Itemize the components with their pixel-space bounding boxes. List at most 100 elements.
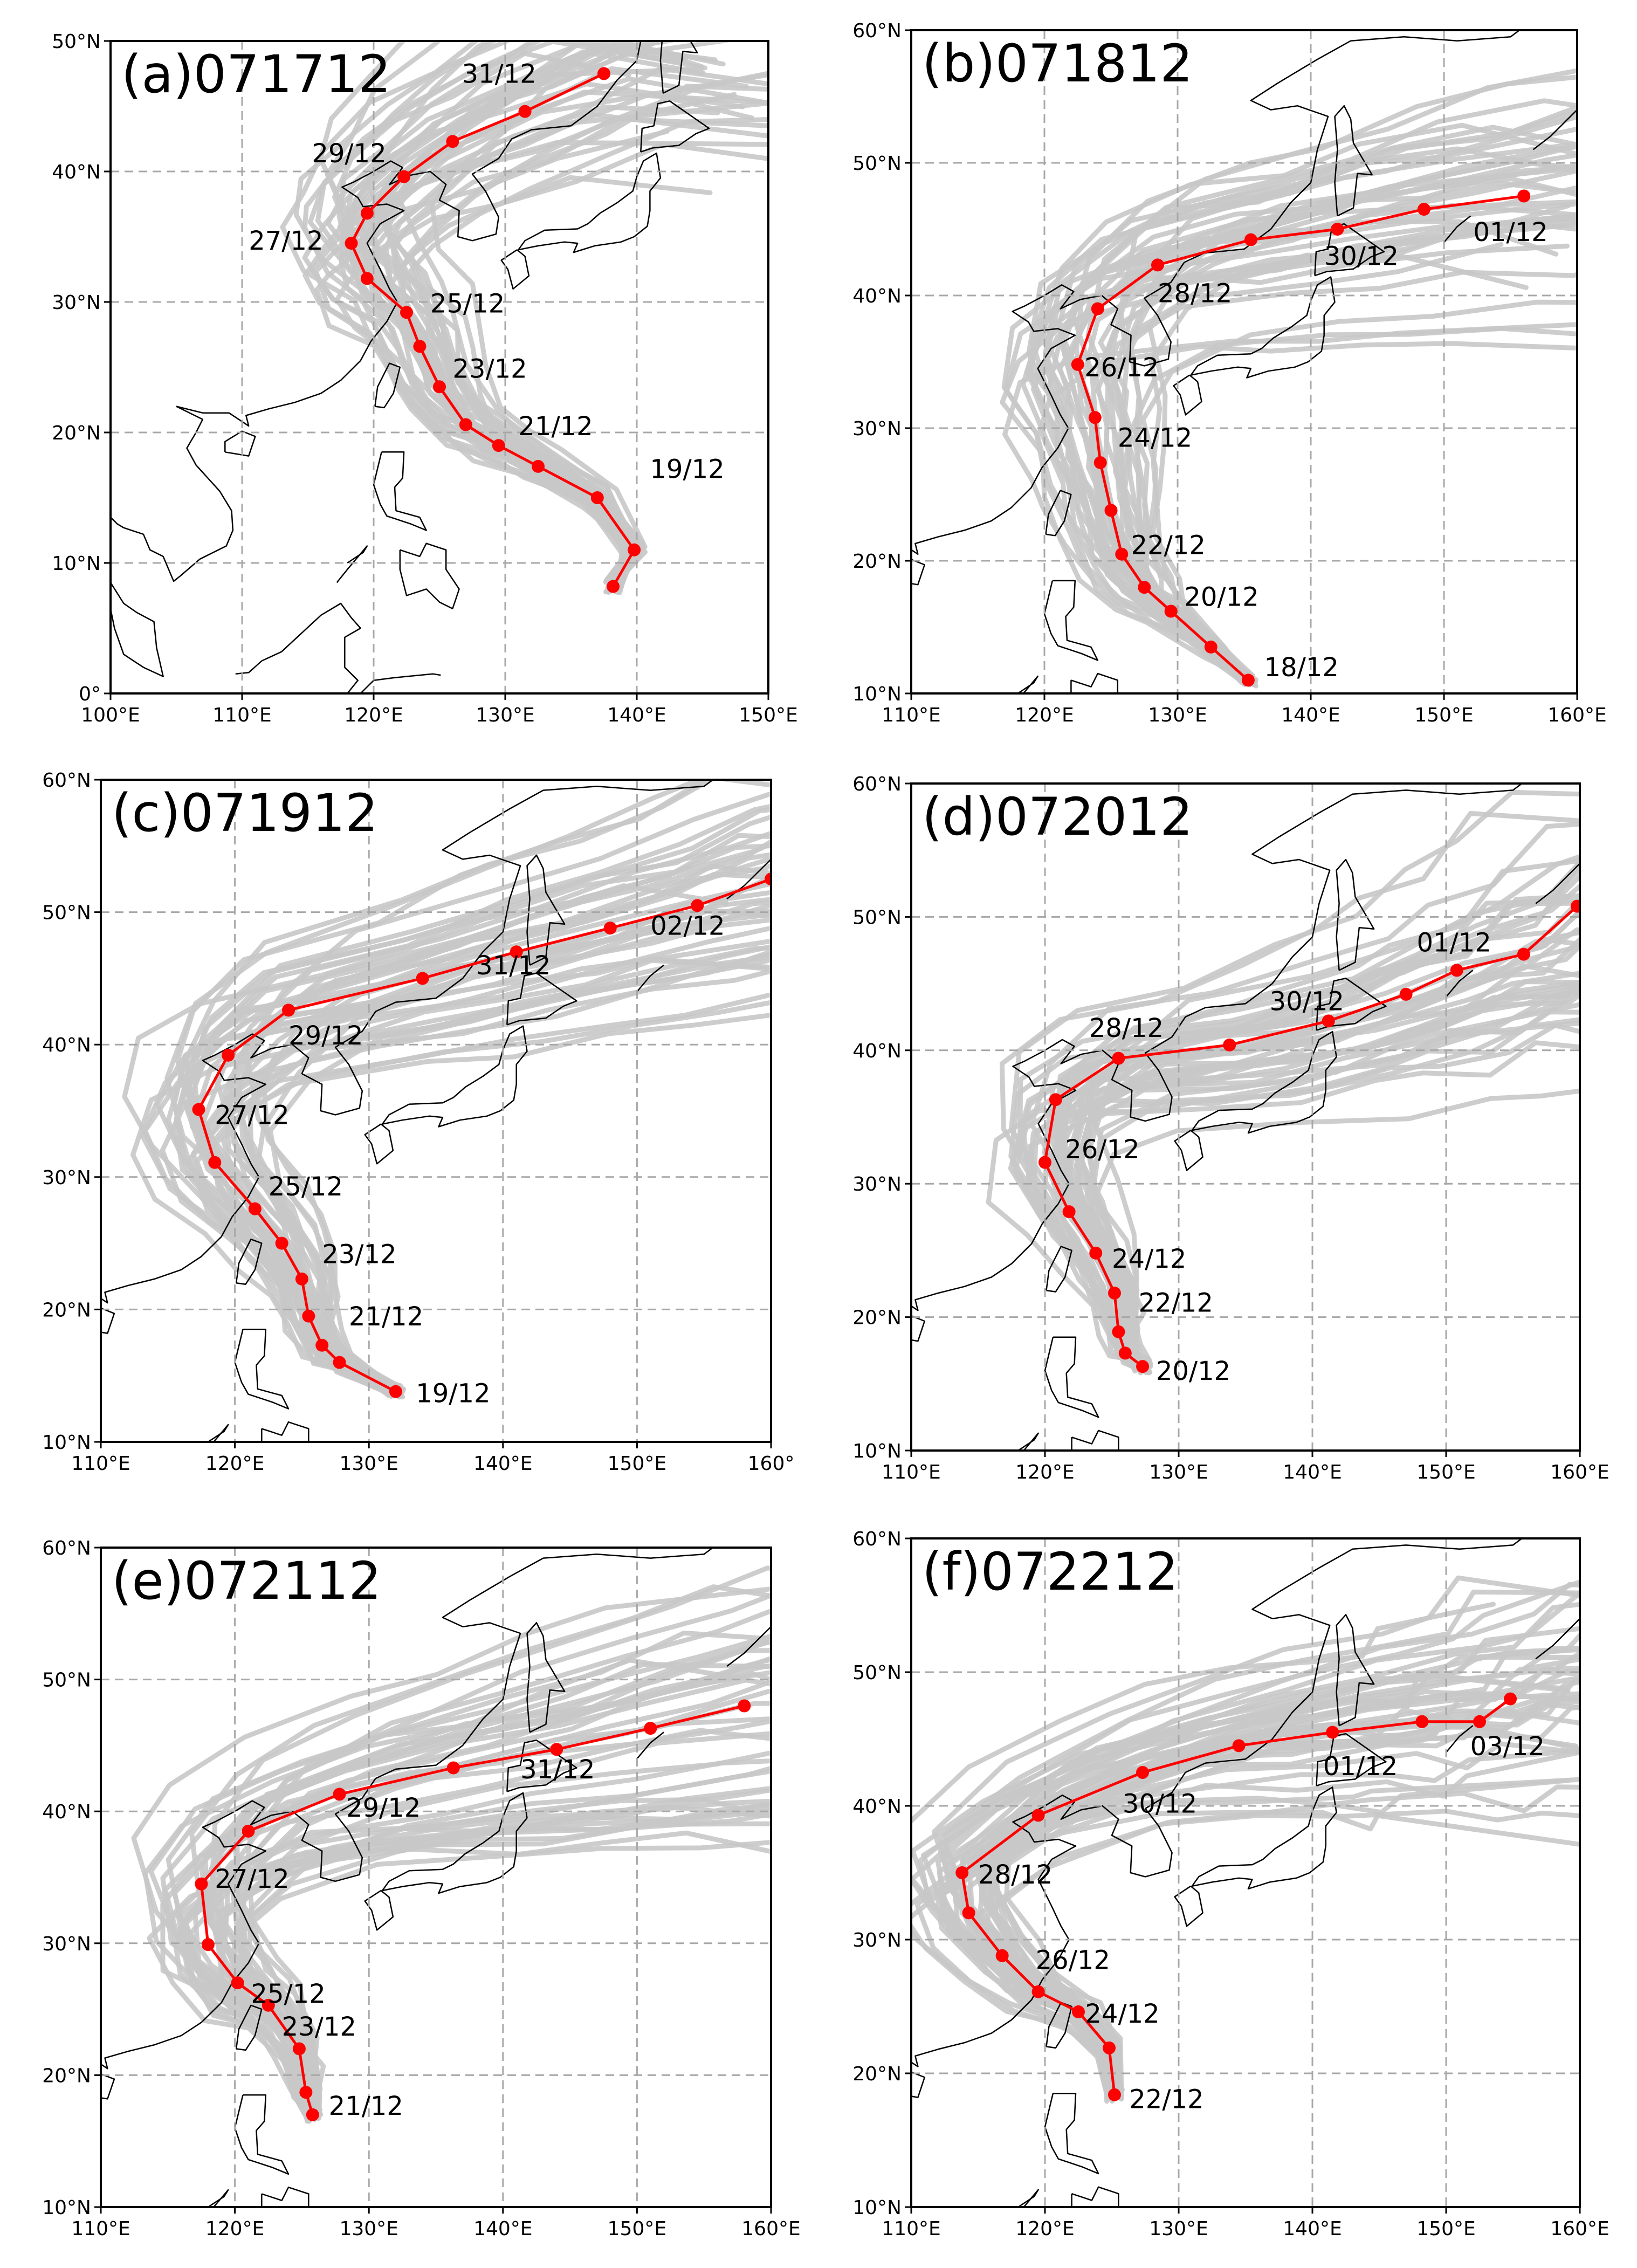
mean-track-line [197,877,771,1393]
track-point [389,1385,402,1398]
track-point [333,1356,346,1369]
date-label: 23/12 [282,2012,356,2042]
x-tick-label: 160°E [1550,2218,1609,2240]
date-label: 21/12 [329,2091,403,2121]
date-label: 31/12 [462,59,536,89]
track-point [262,1998,275,2012]
date-label: 28/12 [1089,1013,1164,1043]
panel-f: 22/12 24/12 26/12 28/12 30/12 01/12 03/12 110°E… [852,1528,1609,2240]
track-point [333,1788,346,1801]
y-tick-label: 60°N [852,773,902,795]
track-point [1223,1038,1236,1051]
y-tick-label: 10°N [42,1432,91,1454]
date-label: 30/12 [1324,241,1399,271]
track-point [1091,302,1104,315]
track-point [955,1866,969,1879]
date-label: 01/12 [1473,217,1547,248]
track-point [1138,581,1151,594]
y-tick-label: 10°N [852,2197,902,2219]
track-point [231,1976,244,1990]
date-label: 21/12 [349,1302,423,1332]
map-frame [100,779,772,1443]
ensemble-members [911,1575,1580,2104]
coastline [911,784,1580,1451]
x-tick-label: 130°E [1149,1461,1208,1483]
y-tick-label: 60°N [852,1528,902,1550]
track-point [691,899,704,912]
track-point [400,306,413,319]
y-tick-label: 30°N [852,1173,902,1195]
y-tick-label: 10°N [852,683,902,705]
date-label: 25/12 [269,1172,343,1202]
ensemble-track [1028,163,1577,679]
x-tick-label: 120°E [1015,2218,1074,2240]
track-point [492,439,505,452]
x-tick-label: 140°E [473,2218,532,2240]
date-label: 24/12 [1112,1244,1186,1274]
y-tick-label: 20°N [852,551,902,573]
track-point [222,1048,235,1062]
y-tick-label: 40°N [42,1801,91,1823]
track-point [1112,1051,1125,1065]
map-frame [100,1547,772,2208]
ensemble-members [280,41,768,595]
y-tick-label: 10°N [852,1440,902,1462]
track-point [1062,1205,1076,1219]
date-label: 24/12 [1118,423,1192,453]
x-tick-label: 150°E [608,1453,666,1475]
date-label: 22/12 [1129,2084,1203,2114]
track-point [532,459,545,473]
track-point [1473,1715,1486,1728]
x-tick-label: 160° [748,1453,795,1475]
track-point [275,1236,288,1250]
y-tick-label: 40°N [852,1040,902,1062]
map-frame [910,29,1578,695]
track-point [1071,358,1084,371]
x-tick-label: 120°E [205,2218,264,2240]
date-label: 24/12 [1085,1999,1159,2029]
track-point [1104,504,1118,517]
track-point [1399,987,1413,1001]
y-tick-label: 30°N [852,418,902,440]
track-point [1093,456,1107,469]
x-tick-label: 130°E [339,2218,398,2240]
track-point [459,418,472,431]
date-label: 27/12 [215,1101,289,1131]
track-point [1322,1014,1335,1028]
ensemble-track [934,1691,1580,2102]
track-point [518,105,532,118]
track-point [1108,2088,1121,2101]
panel-b: 18/12 20/12 22/12 24/12 26/12 28/12 30/12 01/12… [852,20,1606,726]
gridlines [111,41,768,693]
gridlines [911,30,1577,693]
track-point [962,1906,975,1920]
date-label: 29/12 [312,139,386,169]
date-label: 20/12 [1156,1356,1230,1386]
ensemble-track [376,41,637,584]
y-tick-label: 50°N [852,153,902,175]
date-label: 25/12 [251,1979,325,2009]
ensemble-track [130,958,771,1397]
panel-title: (c)071912 [112,783,378,843]
track-point [433,380,446,394]
track-point [360,272,374,285]
mean-track-line [960,1697,1511,2095]
x-tick-label: 160°E [1550,1461,1609,1483]
track-point [995,1949,1009,1962]
track-point [208,1156,222,1169]
x-tick-label: 110°E [882,1461,940,1483]
map-frame [910,782,1581,1452]
track-point [446,1761,460,1775]
gridlines [101,780,771,1442]
y-tick-label: 50°N [52,31,101,53]
track-point [1038,1156,1051,1169]
date-label: 30/12 [1270,987,1344,1017]
ensemble-track [982,1784,1580,2094]
track-point [1103,2041,1116,2054]
ensemble-track [131,1586,771,2119]
x-tick-label: 120°E [205,1453,264,1475]
track-point [1049,1093,1062,1106]
y-tick-label: 30°N [52,292,101,314]
ensemble-track [240,1592,771,2116]
y-tick-label: 30°N [42,1933,91,1955]
